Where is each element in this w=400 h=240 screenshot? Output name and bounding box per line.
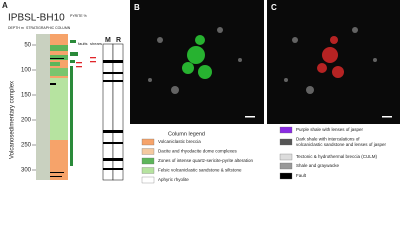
pyrite-bars — [70, 40, 78, 166]
depth-tick-label: 100 — [21, 68, 32, 74]
panel-label: C — [271, 3, 277, 12]
header: R — [116, 37, 121, 44]
legend-label: Dark shale with intercalations of volcani… — [296, 137, 387, 148]
legend-label: Dacite and rhyodacite dome complexes — [158, 149, 238, 154]
panel-label: B — [134, 3, 140, 12]
legend-title: Column legend — [168, 131, 205, 137]
header: M — [105, 37, 111, 44]
depth-tick-label: 200 — [21, 118, 32, 124]
depth-axis: 50 100 150 200 250 300 — [21, 43, 36, 174]
legend-swatch — [141, 176, 155, 184]
mr-columns — [102, 43, 124, 181]
legend-swatch — [141, 157, 155, 165]
depth-tick-label: 300 — [21, 168, 32, 174]
legend-label: Purple shale with lenses of jasper — [296, 127, 364, 132]
legend-swatch — [279, 162, 293, 170]
legend-label: Aphyric rhyolite — [158, 177, 189, 182]
green-signal — [182, 35, 212, 79]
strat-column — [36, 34, 68, 180]
red-signal — [317, 36, 344, 78]
legend-swatch — [279, 153, 293, 161]
figure: A IPBSL-BH10 DEPTH m STRATIGRAPHIC COLUM… — [2, 0, 400, 184]
fault-marks — [76, 57, 96, 68]
unit-label: Volcanosedimentary complex — [10, 81, 16, 159]
header: faults — [78, 41, 88, 46]
legend: Volcaniclastic breccia Dacite and rhyodac… — [141, 126, 387, 184]
depth-tick-label: 250 — [21, 143, 32, 149]
panel-title: IPBSL-BH10 — [8, 13, 65, 24]
legend-swatch — [141, 138, 155, 146]
legend-label: Shale and graywacke — [296, 163, 340, 168]
legend-swatch — [141, 167, 155, 174]
header: shears — [90, 41, 102, 46]
legend-label: Volcaniclastic breccia — [158, 139, 201, 144]
legend-swatch — [279, 172, 293, 180]
legend-swatch — [279, 138, 293, 146]
legend-label: Zones of intense quartz-sericite-pyrite … — [158, 158, 254, 163]
depth-tick-label: 150 — [21, 93, 32, 99]
header: PYRITE % — [70, 14, 87, 18]
legend-label: Tectonic & hydrothermal breccia (CULM) — [296, 154, 378, 159]
legend-label: Felsic volcaniclastic sandstone & siltst… — [158, 168, 242, 173]
legend-swatch — [141, 148, 155, 155]
header: DEPTH m — [8, 26, 24, 30]
panel-label: A — [2, 1, 8, 10]
legend-label: Fault — [296, 173, 307, 178]
legend-swatch — [279, 126, 293, 134]
depth-tick-label: 50 — [24, 43, 31, 49]
header: STRATIGRAPHIC COLUMN — [26, 26, 71, 30]
